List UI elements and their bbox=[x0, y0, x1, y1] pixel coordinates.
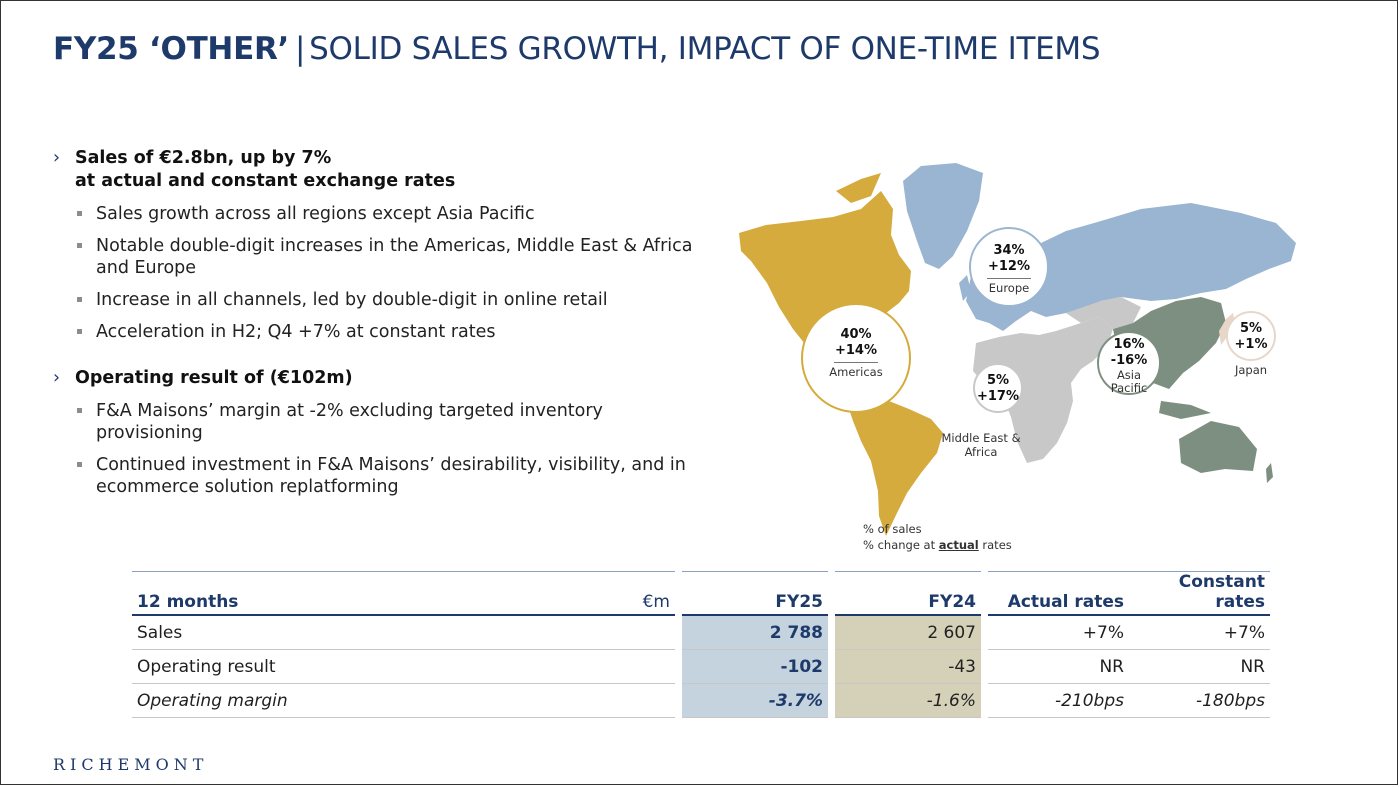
sub-bullet: Notable double-digit increases in the Am… bbox=[53, 235, 693, 279]
japan-share: 5% bbox=[1239, 321, 1263, 336]
americas-change: +14% bbox=[834, 343, 877, 358]
cell-actual: -210bps bbox=[988, 684, 1129, 718]
region-bubble-japan: 5% +1% bbox=[1226, 311, 1276, 361]
bullet-heading-line: at actual and constant exchange rates bbox=[75, 171, 456, 191]
header-fy25: FY25 bbox=[682, 571, 828, 616]
sub-bullet-text: Notable double-digit increases in the Am… bbox=[96, 236, 693, 278]
title-bold: FY25 ‘OTHER’ bbox=[53, 31, 289, 67]
europe-share: 34% bbox=[993, 243, 1025, 258]
region-mea-shape bbox=[973, 317, 1113, 463]
americas-label: Americas bbox=[829, 365, 883, 379]
region-bubble-americas: 40% +14% Americas bbox=[801, 303, 911, 413]
cell-constant: -180bps bbox=[1129, 684, 1270, 718]
bullet-list: › Sales of €2.8bn, up by 7% at actual an… bbox=[53, 147, 693, 498]
asia-label: Asia Pacific bbox=[1110, 368, 1148, 395]
square-bullet-icon bbox=[77, 211, 82, 216]
table-row: Operating margin -3.7% -1.6% -210bps -18… bbox=[132, 684, 1270, 718]
sub-bullet: Increase in all channels, led by double-… bbox=[53, 289, 693, 311]
region-americas-shape bbox=[843, 387, 943, 536]
table-header-row: 12 months €m FY25 FY24 Actual rates Const… bbox=[132, 571, 1270, 616]
mea-share: 5% bbox=[986, 373, 1010, 388]
cell-constant: +7% bbox=[1129, 616, 1270, 650]
financial-table: 12 months €m FY25 FY24 Actual rates Const… bbox=[132, 571, 1270, 718]
cell-actual: NR bbox=[988, 650, 1129, 684]
page-title: FY25 ‘OTHER’ | SOLID SALES GROWTH, IMPACT … bbox=[53, 31, 1101, 67]
sub-bullet-text: Increase in all channels, led by double-… bbox=[96, 290, 608, 310]
sub-bullet-text: Continued investment in F&A Maisons’ des… bbox=[96, 455, 686, 497]
japan-label: Japan bbox=[1234, 363, 1268, 377]
region-europe-shape bbox=[903, 163, 983, 269]
bullet-sales-heading: › Sales of €2.8bn, up by 7% at actual an… bbox=[53, 147, 693, 193]
legend-line-change: % change at actual rates bbox=[863, 538, 1012, 552]
region-europe-shape bbox=[959, 275, 971, 301]
japan-change: +1% bbox=[1234, 337, 1268, 352]
sub-bullet: Continued investment in F&A Maisons’ des… bbox=[53, 454, 693, 498]
cell-fy25: -3.7% bbox=[682, 684, 828, 718]
title-separator: | bbox=[295, 31, 306, 67]
sub-bullet: Sales growth across all regions except A… bbox=[53, 203, 693, 225]
region-bubble-asia: 16% -16% Asia Pacific bbox=[1097, 331, 1161, 395]
header-label-cell: 12 months €m bbox=[132, 571, 675, 616]
sub-bullet: F&A Maisons’ margin at -2% excluding tar… bbox=[53, 400, 693, 444]
bullet-operating-heading: › Operating result of (€102m) bbox=[53, 367, 693, 390]
row-label: Sales bbox=[132, 616, 675, 650]
square-bullet-icon bbox=[77, 408, 82, 413]
chevron-right-icon: › bbox=[53, 148, 60, 168]
asia-share: 16% bbox=[1113, 337, 1145, 352]
chevron-right-icon: › bbox=[53, 368, 60, 388]
cell-actual: +7% bbox=[988, 616, 1129, 650]
map-legend: % of sales % change at actual rates bbox=[863, 521, 1012, 553]
region-mea-shape bbox=[1066, 297, 1141, 329]
americas-share: 40% bbox=[840, 327, 872, 342]
cell-fy25: -102 bbox=[682, 650, 828, 684]
row-label: Operating result bbox=[132, 650, 675, 684]
region-asia-shape bbox=[1159, 401, 1211, 419]
cell-fy24: -43 bbox=[835, 650, 981, 684]
header-constant-rates: Constant rates bbox=[1129, 571, 1270, 616]
region-bubble-europe: 34% +12% Europe bbox=[969, 227, 1049, 307]
square-bullet-icon bbox=[77, 329, 82, 334]
header-12-months: 12 months bbox=[137, 592, 239, 612]
mea-change: +17% bbox=[976, 389, 1019, 404]
asia-change: -16% bbox=[1110, 353, 1148, 368]
header-unit: €m bbox=[642, 592, 670, 612]
europe-change: +12% bbox=[987, 259, 1030, 274]
cell-fy24: 2 607 bbox=[835, 616, 981, 650]
world-map: 40% +14% Americas 34% +12% Europe 5% +17… bbox=[721, 151, 1321, 561]
table-row: Sales 2 788 2 607 +7% +7% bbox=[132, 616, 1270, 650]
legend-line-sales: % of sales bbox=[863, 522, 922, 536]
sub-bullet-text: F&A Maisons’ margin at -2% excluding tar… bbox=[96, 401, 603, 443]
europe-label: Europe bbox=[988, 281, 1030, 295]
square-bullet-icon bbox=[77, 462, 82, 467]
sub-bullet-text: Acceleration in H2; Q4 +7% at constant r… bbox=[96, 322, 496, 342]
richemont-logo: RICHEMONT bbox=[53, 755, 209, 774]
mea-label: Middle East & Africa bbox=[941, 431, 1021, 459]
region-europe-shape bbox=[966, 203, 1296, 331]
sub-bullet: Acceleration in H2; Q4 +7% at constant r… bbox=[53, 321, 693, 343]
square-bullet-icon bbox=[77, 297, 82, 302]
region-asia-shape bbox=[1179, 421, 1257, 473]
bullet-heading-line: Sales of €2.8bn, up by 7% bbox=[75, 148, 332, 168]
region-bubble-mea: 5% +17% bbox=[973, 363, 1023, 413]
row-label: Operating margin bbox=[132, 684, 675, 718]
sub-bullet-text: Sales growth across all regions except A… bbox=[96, 204, 535, 224]
header-actual-rates: Actual rates bbox=[988, 571, 1129, 616]
square-bullet-icon bbox=[77, 243, 82, 248]
table-row: Operating result -102 -43 NR NR bbox=[132, 650, 1270, 684]
header-fy24: FY24 bbox=[835, 571, 981, 616]
cell-constant: NR bbox=[1129, 650, 1270, 684]
title-rest: SOLID SALES GROWTH, IMPACT OF ONE-TIME I… bbox=[309, 31, 1101, 67]
cell-fy25: 2 788 bbox=[682, 616, 828, 650]
region-americas-shape bbox=[836, 173, 881, 203]
region-asia-shape bbox=[1266, 463, 1273, 483]
bullet-heading-line: Operating result of (€102m) bbox=[75, 368, 353, 388]
cell-fy24: -1.6% bbox=[835, 684, 981, 718]
